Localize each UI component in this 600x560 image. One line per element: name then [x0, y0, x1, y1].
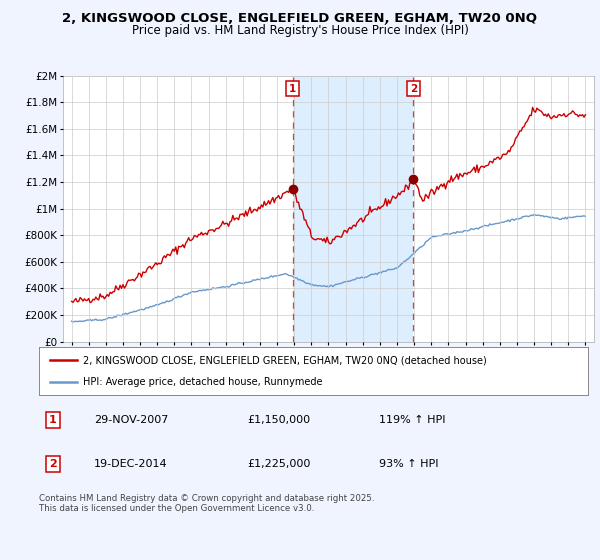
- Text: Contains HM Land Registry data © Crown copyright and database right 2025.
This d: Contains HM Land Registry data © Crown c…: [39, 494, 374, 514]
- Text: 2: 2: [49, 459, 56, 469]
- Text: 93% ↑ HPI: 93% ↑ HPI: [379, 459, 439, 469]
- Text: 2: 2: [410, 83, 417, 94]
- Text: £1,150,000: £1,150,000: [248, 416, 311, 426]
- Text: 29-NOV-2007: 29-NOV-2007: [94, 416, 168, 426]
- Text: 2, KINGSWOOD CLOSE, ENGLEFIELD GREEN, EGHAM, TW20 0NQ (detached house): 2, KINGSWOOD CLOSE, ENGLEFIELD GREEN, EG…: [83, 355, 487, 365]
- Text: Price paid vs. HM Land Registry's House Price Index (HPI): Price paid vs. HM Land Registry's House …: [131, 24, 469, 36]
- Text: 2, KINGSWOOD CLOSE, ENGLEFIELD GREEN, EGHAM, TW20 0NQ: 2, KINGSWOOD CLOSE, ENGLEFIELD GREEN, EG…: [62, 12, 538, 25]
- Text: 119% ↑ HPI: 119% ↑ HPI: [379, 416, 446, 426]
- Text: 1: 1: [289, 83, 296, 94]
- Bar: [293, 76, 413, 342]
- Text: £1,225,000: £1,225,000: [248, 459, 311, 469]
- Text: 1: 1: [49, 416, 56, 426]
- Text: 19-DEC-2014: 19-DEC-2014: [94, 459, 167, 469]
- Text: HPI: Average price, detached house, Runnymede: HPI: Average price, detached house, Runn…: [83, 377, 322, 387]
